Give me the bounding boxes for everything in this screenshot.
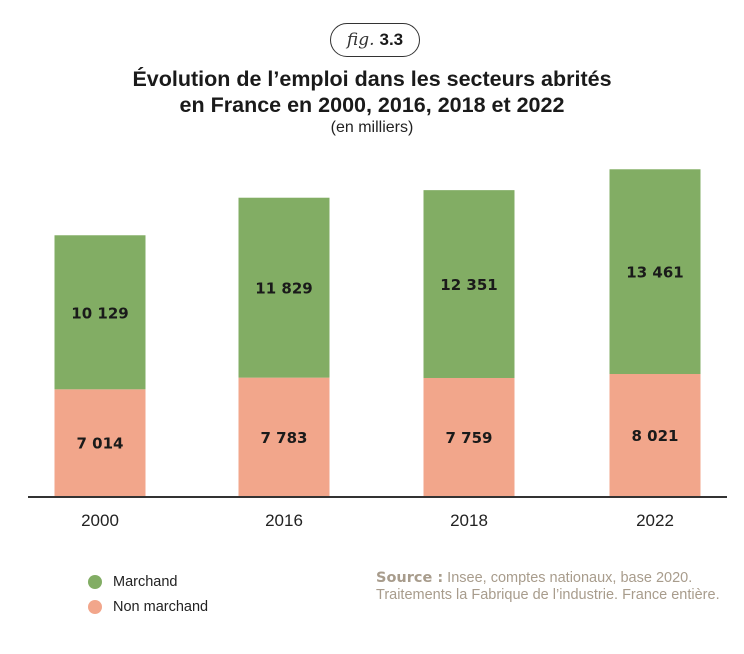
figure-label-number: 3.3 — [379, 30, 404, 49]
data-label-non-marchand-2018: 7 759 — [446, 429, 493, 447]
legend-swatch-non-marchand — [88, 599, 102, 614]
legend: Marchand Non marchand — [88, 569, 208, 619]
chart-title: Évolution de l’emploi dans les secteurs … — [0, 66, 744, 118]
bar-marchand-2022 — [609, 169, 701, 375]
data-label-marchand-2000: 10 129 — [71, 304, 128, 322]
bar-non-marchand-2018 — [423, 377, 515, 496]
chart-title-line-1: Évolution de l’emploi dans les secteurs … — [132, 67, 612, 91]
x-tick-label-2016: 2016 — [265, 511, 303, 530]
source-note: Source : Insee, comptes nationaux, base … — [376, 570, 726, 604]
bar-marchand-2016 — [238, 197, 330, 378]
legend-label-non-marchand: Non marchand — [113, 598, 209, 615]
legend-item-marchand: Marchand — [88, 569, 208, 594]
data-label-marchand-2018: 12 351 — [440, 276, 497, 294]
data-label-non-marchand-2022: 8 021 — [632, 427, 679, 445]
bar-non-marchand-2016 — [238, 377, 330, 496]
bar-non-marchand-2000 — [54, 389, 146, 496]
x-tick-label-2018: 2018 — [450, 511, 488, 530]
source-text: Insee, comptes nationaux, base 2020. Tra… — [376, 570, 720, 603]
x-tick-label-2000: 2000 — [81, 511, 119, 530]
legend-label-marchand: Marchand — [113, 573, 178, 590]
bar-marchand-2000 — [54, 235, 146, 390]
figure-label-word: fig. — [346, 30, 375, 50]
data-label-non-marchand-2016: 7 783 — [261, 429, 308, 447]
legend-item-non-marchand: Non marchand — [88, 594, 208, 619]
chart-title-line-2: en France en 2000, 2016, 2018 et 2022 — [179, 93, 565, 117]
data-label-non-marchand-2000: 7 014 — [77, 435, 124, 453]
legend-swatch-marchand — [88, 574, 102, 589]
figure-label: fig. 3.3 — [330, 23, 420, 57]
bar-marchand-2018 — [423, 190, 515, 378]
chart-subtitle: (en milliers) — [330, 119, 414, 136]
source-label: Source : — [376, 570, 444, 586]
data-label-marchand-2022: 13 461 — [626, 264, 683, 282]
x-tick-label-2022: 2022 — [636, 511, 674, 530]
bar-non-marchand-2022 — [609, 374, 701, 496]
data-label-marchand-2016: 11 829 — [255, 280, 312, 298]
